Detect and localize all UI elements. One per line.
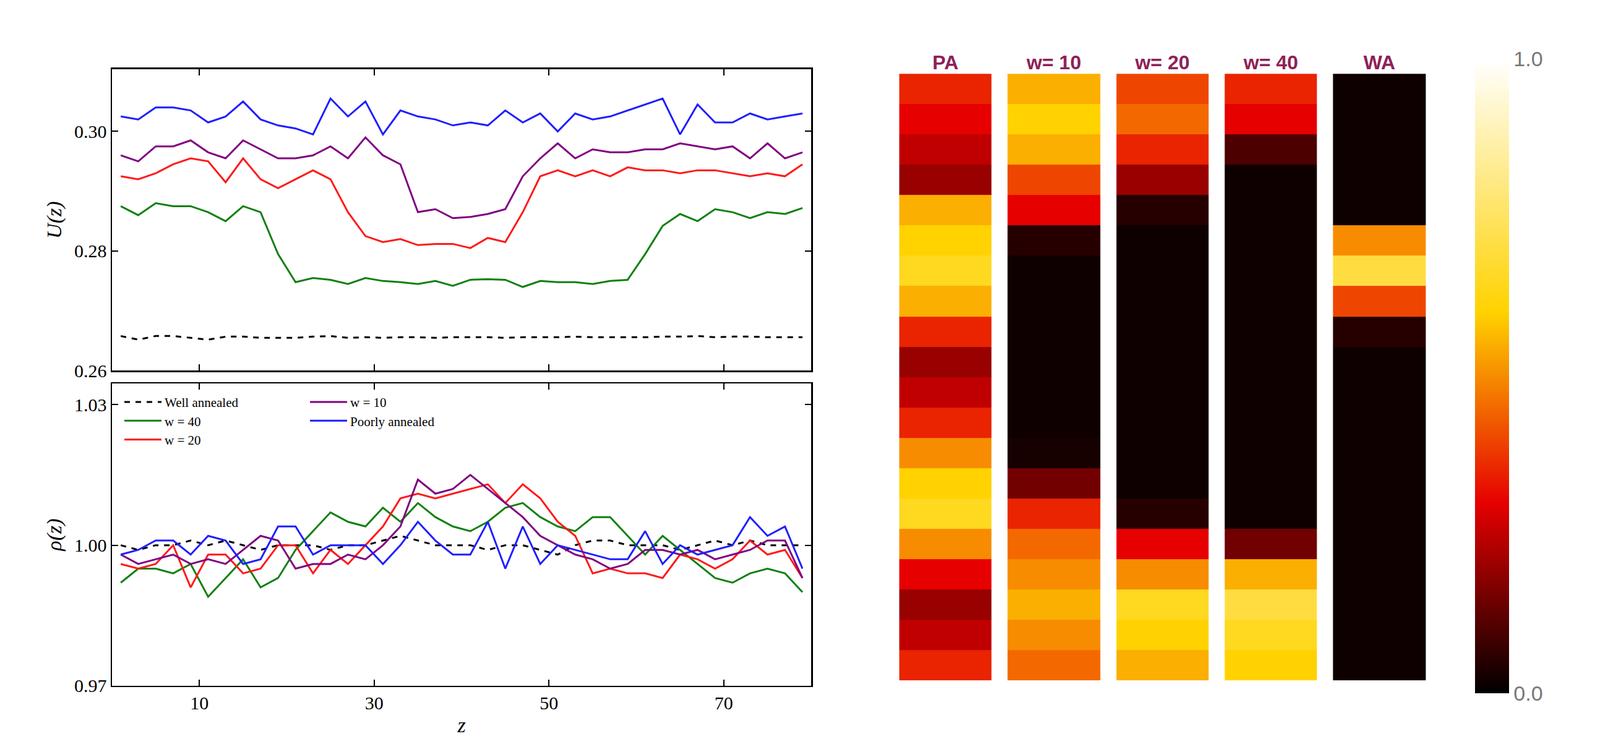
svg-text:Poorly annealed: Poorly annealed [350, 414, 435, 430]
svg-text:WA: WA [1363, 51, 1396, 74]
svg-text:0.28: 0.28 [74, 240, 108, 262]
svg-text:0.0: 0.0 [1513, 681, 1543, 706]
svg-text:ρ(z): ρ(z) [42, 518, 67, 552]
svg-text:w = 10: w = 10 [350, 395, 387, 411]
svg-text:0.30: 0.30 [74, 121, 108, 142]
svg-text:0.97: 0.97 [74, 675, 108, 697]
svg-text:w = 40: w = 40 [164, 414, 202, 430]
svg-text:1.03: 1.03 [74, 394, 108, 416]
svg-text:PA: PA [932, 51, 959, 74]
svg-text:z: z [456, 713, 466, 737]
svg-text:1.00: 1.00 [74, 535, 108, 556]
svg-text:10: 10 [189, 692, 209, 714]
svg-text:70: 70 [714, 692, 734, 714]
svg-text:w= 20: w= 20 [1134, 51, 1190, 74]
svg-text:50: 50 [539, 692, 559, 714]
svg-text:1.0: 1.0 [1513, 47, 1543, 71]
svg-text:30: 30 [365, 692, 384, 714]
svg-text:Well annealed: Well annealed [164, 395, 239, 411]
svg-text:w= 40: w= 40 [1243, 51, 1299, 74]
svg-text:0.26: 0.26 [74, 360, 108, 382]
svg-text:w = 20: w = 20 [164, 433, 202, 448]
svg-text:U(z): U(z) [42, 201, 67, 239]
svg-text:w= 10: w= 10 [1025, 51, 1081, 74]
